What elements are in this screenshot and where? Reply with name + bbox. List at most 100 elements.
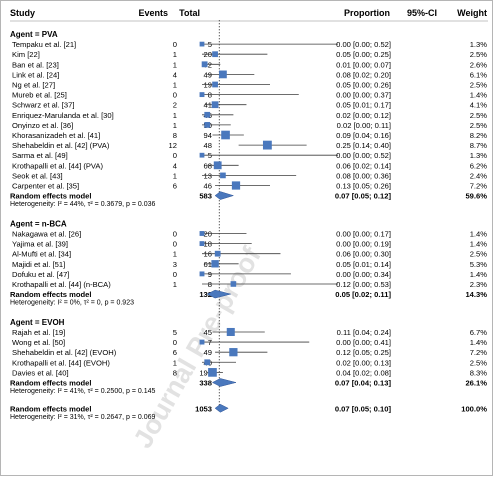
study-name: Onyinzo et al. [36] bbox=[12, 121, 73, 130]
study-events: 4 bbox=[173, 161, 177, 170]
study-weight: 4.1% bbox=[470, 101, 488, 110]
weight-square bbox=[199, 231, 205, 236]
study-weight: 2.3% bbox=[470, 280, 488, 289]
study-ci: 0.12 [0.00; 0.53] bbox=[336, 280, 391, 289]
study-name: Shehabeldin et al. [42] (PVA) bbox=[12, 141, 110, 150]
study-name: Krothapalli et al. [44] (EVOH) bbox=[12, 358, 110, 367]
study-weight: 1.4% bbox=[470, 338, 488, 347]
study-name: Khorasanizadeh et al. [41] bbox=[12, 131, 100, 140]
weight-square bbox=[219, 70, 227, 79]
study-ci: 0.00 [0.00; 0.19] bbox=[336, 240, 391, 249]
study-ci: 0.05 [0.00; 0.25] bbox=[336, 50, 391, 59]
study-events: 0 bbox=[173, 240, 177, 249]
weight-square bbox=[230, 281, 237, 287]
overall-summary-weight: 100.0% bbox=[461, 404, 487, 413]
study-total: 5 bbox=[208, 40, 212, 49]
study-events: 1 bbox=[173, 280, 177, 289]
study-weight: 2.4% bbox=[470, 171, 488, 180]
subgroup-summary-weight: 26.1% bbox=[465, 378, 487, 387]
study-weight: 2.5% bbox=[470, 358, 488, 367]
study-events: 1 bbox=[173, 250, 177, 259]
study-name: Ban et al. [23] bbox=[12, 60, 59, 69]
study-events: 1 bbox=[173, 50, 177, 59]
weight-square bbox=[204, 122, 211, 128]
study-events: 5 bbox=[173, 328, 177, 337]
study-total: 68 bbox=[204, 161, 212, 170]
study-name: Krothapalli et al. [44] (n-BCA) bbox=[12, 280, 111, 289]
study-ci: 0.05 [0.01; 0.17] bbox=[336, 101, 391, 110]
study-total: 48 bbox=[204, 141, 212, 150]
study-name: Ng et al. [27] bbox=[12, 81, 55, 90]
study-total: 49 bbox=[204, 70, 212, 79]
header-weight: Weight bbox=[457, 8, 487, 18]
study-total: 19 bbox=[204, 81, 212, 90]
study-name: Carpenter et al. [35] bbox=[12, 182, 79, 191]
weight-square bbox=[199, 41, 205, 47]
study-events: 6 bbox=[173, 182, 177, 191]
study-ci: 0.02 [0.00; 0.12] bbox=[336, 111, 391, 120]
study-name: Davies et al. [40] bbox=[12, 368, 69, 377]
subgroup-summary-total: 338 bbox=[199, 378, 212, 387]
study-total: 94 bbox=[204, 131, 212, 140]
study-events: 0 bbox=[173, 338, 177, 347]
weight-square bbox=[199, 271, 205, 277]
overall-heterogeneity: Heterogeneity: I² = 31%, τ² = 0.2647, p … bbox=[10, 414, 155, 421]
study-weight: 2.5% bbox=[470, 111, 488, 120]
study-weight: 2.5% bbox=[470, 81, 488, 90]
weight-square bbox=[199, 92, 205, 98]
study-ci: 0.09 [0.04; 0.16] bbox=[336, 131, 391, 140]
weight-square bbox=[226, 327, 235, 336]
weight-square bbox=[211, 101, 219, 109]
study-ci: 0.25 [0.14; 0.40] bbox=[336, 141, 391, 150]
study-weight: 1.4% bbox=[470, 240, 488, 249]
subgroup-summary-diamond bbox=[206, 289, 231, 299]
group-label: Agent = PVA bbox=[10, 30, 58, 39]
weight-square bbox=[208, 368, 217, 377]
heterogeneity-text: Heterogeneity: I² = 41%, τ² = 0.2500, p … bbox=[10, 388, 155, 395]
study-ci: 0.00 [0.00; 0.34] bbox=[336, 270, 391, 279]
header-proportion: Proportion bbox=[344, 8, 390, 18]
overall-summary-total: 1053 bbox=[195, 404, 212, 413]
study-name: Al-Mufti et al. [34] bbox=[12, 250, 71, 259]
study-events: 0 bbox=[173, 40, 177, 49]
study-total: 197 bbox=[199, 368, 212, 377]
weight-square bbox=[201, 61, 208, 68]
study-events: 6 bbox=[173, 348, 177, 357]
study-weight: 8.7% bbox=[470, 141, 488, 150]
study-events: 8 bbox=[173, 131, 177, 140]
header-total: Total bbox=[179, 8, 200, 18]
study-weight: 1.4% bbox=[470, 229, 488, 238]
study-weight: 7.2% bbox=[470, 348, 488, 357]
header-events: Events bbox=[138, 8, 168, 18]
study-total: 41 bbox=[204, 101, 212, 110]
study-weight: 1.4% bbox=[470, 270, 488, 279]
study-name: Kim [22] bbox=[12, 50, 40, 59]
study-ci: 0.02 [0.00; 0.13] bbox=[336, 358, 391, 367]
subgroup-summary-label: Random effects model bbox=[10, 378, 91, 387]
study-total: 61 bbox=[204, 260, 212, 269]
study-ci: 0.00 [0.00; 0.52] bbox=[336, 40, 391, 49]
study-total: 13 bbox=[204, 171, 212, 180]
study-name: Schwarz et al. [37] bbox=[12, 101, 74, 110]
study-total: 16 bbox=[204, 250, 212, 259]
study-events: 12 bbox=[169, 141, 177, 150]
study-weight: 1.4% bbox=[470, 91, 488, 100]
study-events: 0 bbox=[173, 91, 177, 100]
study-total: 46 bbox=[204, 182, 212, 191]
weight-square bbox=[204, 111, 211, 118]
study-events: 1 bbox=[173, 171, 177, 180]
study-total: 7 bbox=[208, 338, 212, 347]
overall-summary-diamond bbox=[214, 403, 229, 413]
study-ci: 0.00 [0.00; 0.52] bbox=[336, 151, 391, 160]
group-label: Agent = n-BCA bbox=[10, 219, 67, 228]
study-weight: 2.6% bbox=[470, 60, 488, 69]
study-name: Dofuku et al. [47] bbox=[12, 270, 69, 279]
subgroup-summary-total: 583 bbox=[199, 192, 212, 201]
subgroup-summary-weight: 14.3% bbox=[465, 290, 487, 299]
weight-square bbox=[204, 359, 211, 366]
heterogeneity-text: Heterogeneity: I² = 0%, τ² = 0, p = 0.92… bbox=[10, 300, 134, 307]
study-total: 9 bbox=[208, 270, 212, 279]
weight-square bbox=[229, 348, 238, 357]
